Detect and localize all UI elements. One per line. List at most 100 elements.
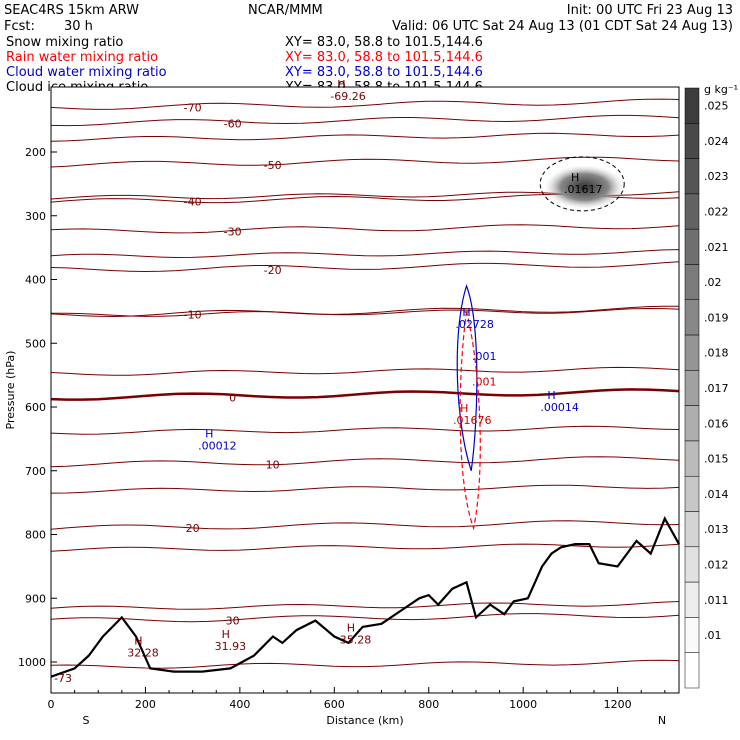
field-xy-range: XY= 83.0, 58.8 to 101.5,144.6: [285, 50, 483, 65]
isotherm-0: [50, 388, 680, 401]
y-tick-label: 900: [25, 592, 46, 605]
colorbar-label: .015: [704, 453, 729, 466]
fcst-value: 30 h: [64, 19, 93, 34]
endpoint-right: N: [658, 714, 666, 727]
terrain-line: [50, 516, 680, 678]
colorbar-label: .018: [704, 347, 729, 360]
y-tick-label: 1000: [18, 656, 46, 669]
x-axis-label: Distance (km): [326, 714, 403, 727]
field-name: Snow mixing ratio: [6, 35, 123, 50]
isotherm-label: -30: [224, 226, 242, 239]
isotherm-label: 20: [186, 522, 200, 535]
x-tick-label: 0: [48, 698, 55, 711]
colorbar-label: .023: [704, 170, 729, 183]
colorbar-label: .024: [704, 135, 729, 148]
max-value: .01676: [453, 414, 492, 427]
colorbar: .025 .024 .023 .022 .021 .02 .019 .018 .017 .016.…: [684, 83, 738, 689]
max-value: -69.26: [330, 90, 365, 103]
y-tick-label: 200: [25, 146, 46, 159]
field-xy-range: XY= 83.0, 58.8 to 101.5,144.6: [285, 65, 483, 80]
colorbar-label: .016: [704, 417, 729, 430]
isotherm-minor: [50, 425, 680, 435]
field-legend: Snow mixing ratio XY= 83.0, 58.8 to 101.5…: [6, 35, 483, 95]
max-value: 32.28: [127, 646, 159, 659]
isotherm-label: -50: [264, 159, 282, 172]
isotherm-minor: [50, 132, 680, 142]
colorbar-label: .01: [704, 629, 722, 642]
colorbar-swatch: [684, 264, 700, 301]
fcst-label: Fcst:: [4, 19, 35, 34]
y-tick-label: 700: [25, 465, 46, 478]
colorbar-label: .011: [704, 594, 729, 607]
isotherm--70: [50, 98, 680, 110]
max-marker: H: [462, 306, 470, 319]
colorbar-swatch: [684, 158, 700, 195]
colorbar-swatch: [684, 581, 700, 618]
x-tick-label: 400: [229, 698, 250, 711]
model-title: SEAC4RS 15km ARW: [4, 3, 139, 18]
max-marker: H: [337, 78, 345, 91]
y-axis-label: Pressure (hPa): [4, 351, 17, 430]
endpoint-left: S: [83, 714, 90, 727]
colorbar-swatch: [684, 299, 700, 336]
center-title: NCAR/MMM: [248, 3, 323, 18]
isotherm-label: -60: [224, 117, 242, 130]
x-tick-label: 1200: [604, 698, 632, 711]
isotherm-minor: [50, 249, 680, 259]
field-name: Cloud water mixing ratio: [6, 65, 167, 80]
colorbar-label: .025: [704, 100, 729, 113]
max-marker: H: [134, 634, 142, 647]
isotherm-minor: [50, 366, 680, 376]
colorbar-swatch: [684, 123, 700, 159]
max-value: 35.28: [340, 634, 372, 647]
init-time: Init: 00 UTC Fri 23 Aug 13: [567, 3, 733, 18]
isotherm-label: -70: [184, 101, 202, 114]
field-xy-range: XY= 83.0, 58.8 to 101.5,144.6: [285, 35, 483, 50]
isotherm-20: [50, 520, 680, 530]
y-tick-label: 600: [25, 401, 46, 414]
isotherm-label: 30: [226, 615, 240, 628]
colorbar-label: .019: [704, 311, 729, 324]
colorbar-swatch: [684, 546, 700, 583]
colorbar-swatch: [684, 405, 700, 442]
annotations: H.01617H.02728.001.001H.01676H.00014H.00…: [54, 78, 602, 685]
max-value: 31.93: [215, 640, 247, 653]
colorbar-swatch: [684, 475, 700, 512]
cloud-ice-contour: [539, 156, 625, 212]
isotherm-label: -40: [184, 196, 202, 209]
isotherm-label: 10: [266, 458, 280, 471]
max-value: .02728: [455, 318, 494, 331]
isotherm-minor: [50, 601, 680, 610]
max-value: .00014: [540, 401, 579, 414]
mixing-ratio-features: [456, 156, 625, 531]
max-marker: H: [571, 171, 579, 184]
max-marker: H: [222, 628, 230, 641]
max-marker: H: [547, 389, 555, 402]
max-marker: H: [347, 622, 355, 635]
colorbar-swatch: [684, 652, 700, 689]
colorbar-label: .012: [704, 558, 729, 571]
colorbar-label: .021: [704, 241, 729, 254]
rain-water-contour: [459, 311, 481, 531]
max-value: .01617: [564, 183, 603, 196]
colorbar-label: .022: [704, 206, 729, 219]
x-tick-label: 1000: [509, 698, 537, 711]
isotherm-10: [50, 456, 680, 468]
max-value: .001: [472, 350, 497, 363]
x-tick-label: 800: [418, 698, 439, 711]
terrain-path: [50, 516, 680, 678]
isotherm-minor: [50, 543, 680, 552]
valid-time: Valid: 06 UTC Sat 24 Aug 13 (01 CDT Sat …: [392, 19, 733, 34]
field-name: Rain water mixing ratio: [6, 50, 158, 65]
colorbar-swatch: [684, 334, 700, 371]
isotherm--20: [50, 261, 680, 273]
colorbar-swatch: [684, 87, 700, 124]
max-value: .00012: [198, 439, 237, 452]
x-tick-label: 200: [135, 698, 156, 711]
colorbar-label: .02: [704, 276, 722, 289]
x-tick-label: 600: [324, 698, 345, 711]
isotherm--60: [50, 114, 680, 127]
colorbar-swatch: [684, 228, 700, 265]
